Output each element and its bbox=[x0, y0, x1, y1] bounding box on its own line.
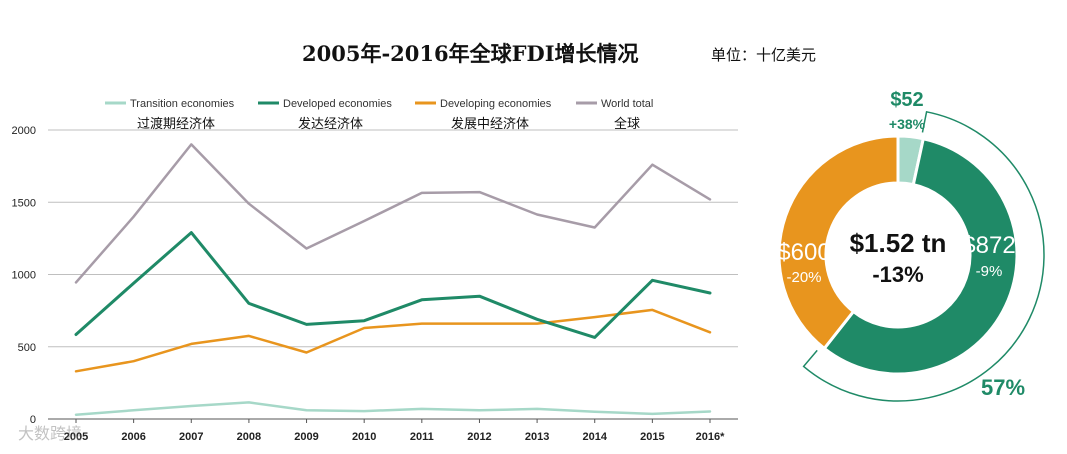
x-tick-label: 2005 bbox=[64, 431, 88, 443]
chart-title: 2005年-2016年全球FDI增长情况 bbox=[302, 41, 639, 66]
legend-label: Developed economies bbox=[283, 98, 392, 110]
donut-slice-developed bbox=[822, 136, 1019, 376]
legend-label-zh: 发达经济体 bbox=[298, 116, 363, 132]
legend-item-developing: Developing economies bbox=[415, 98, 552, 110]
y-tick-label: 1000 bbox=[12, 270, 36, 282]
y-tick-label: 2000 bbox=[12, 125, 36, 137]
legend-item-world: World total bbox=[576, 98, 653, 110]
legend-item-developed: Developed economies bbox=[258, 98, 392, 110]
donut-slice-developing bbox=[777, 134, 900, 351]
y-tick-label: 0 bbox=[30, 414, 36, 426]
x-tick-label: 2016* bbox=[696, 431, 725, 443]
legend-label-zh: 发展中经济体 bbox=[451, 116, 529, 132]
y-tick-label: 1500 bbox=[12, 197, 36, 209]
x-tick-label: 2006 bbox=[121, 431, 145, 443]
series-line-developed bbox=[74, 231, 712, 339]
x-axis-ticks: 2005 2006 2007 2008 2009 2010 2011 2012 2013 2014… bbox=[64, 419, 725, 443]
legend-label-zh: 全球 bbox=[614, 116, 640, 132]
x-tick-label: 2015 bbox=[640, 431, 664, 443]
series-line-developing bbox=[74, 308, 712, 373]
legend-label: Developing economies bbox=[440, 98, 552, 110]
x-tick-label: 2011 bbox=[410, 431, 434, 443]
legend: Transition economies Developed economies D… bbox=[105, 98, 653, 132]
series-line-world bbox=[74, 143, 712, 284]
legend-label: World total bbox=[601, 98, 653, 110]
series-line-transition bbox=[74, 401, 712, 416]
x-tick-label: 2007 bbox=[179, 431, 203, 443]
slice-label-developing: $600 bbox=[777, 239, 830, 266]
grid-lines bbox=[48, 129, 738, 420]
slice-change-developed: -9% bbox=[976, 263, 1003, 280]
y-tick-label: 500 bbox=[18, 342, 36, 354]
watermark: 大数跨境 bbox=[18, 424, 83, 443]
x-tick-label: 2012 bbox=[467, 431, 491, 443]
line-chart: 0 500 1000 1500 2000 2005 2006 2007 2008 2009 201… bbox=[12, 98, 738, 443]
x-tick-label: 2009 bbox=[294, 431, 318, 443]
series-lines bbox=[74, 143, 712, 416]
share-bracket bbox=[802, 110, 1045, 402]
slice-change-developing: -20% bbox=[786, 269, 821, 286]
share-annotation: 57% bbox=[981, 375, 1025, 400]
legend-label: Transition economies bbox=[130, 98, 235, 110]
donut-center-change: -13% bbox=[872, 262, 923, 287]
x-tick-label: 2013 bbox=[525, 431, 549, 443]
legend-item-transition: Transition economies bbox=[105, 98, 235, 110]
slice-label-transition: $52 bbox=[890, 89, 923, 111]
unit-label: 单位：十亿美元 bbox=[711, 46, 817, 64]
x-tick-label: 2014 bbox=[582, 431, 607, 443]
slice-label-developed: $872 bbox=[962, 232, 1015, 259]
y-axis-ticks: 0 500 1000 1500 2000 bbox=[12, 125, 36, 426]
legend-label-zh: 过渡期经济体 bbox=[137, 116, 215, 132]
slice-change-transition: +38% bbox=[889, 116, 926, 132]
x-tick-label: 2008 bbox=[237, 431, 261, 443]
donut-center-total: $1.52 tn bbox=[850, 228, 947, 258]
x-tick-label: 2010 bbox=[352, 431, 376, 443]
